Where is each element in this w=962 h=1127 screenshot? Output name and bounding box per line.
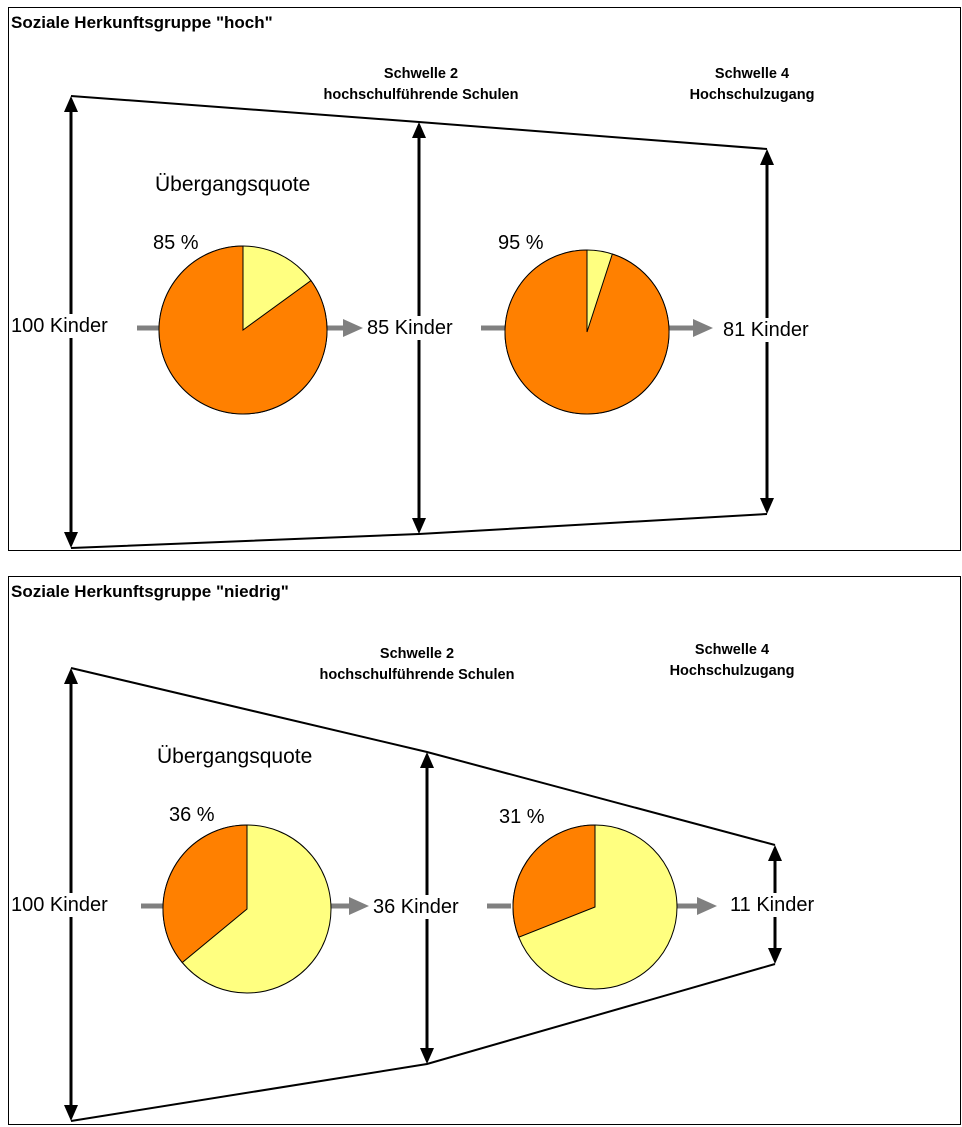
panel-high-origin: Soziale Herkunftsgruppe "hoch" Schwelle …	[8, 7, 961, 551]
funnel-bottom-line	[70, 963, 776, 1122]
pie-slice-transition	[512, 824, 596, 938]
flow-arrow-1	[137, 319, 363, 337]
pie-slice-transition	[504, 249, 670, 415]
threshold-2-label: Schwelle 2 hochschulführende Schulen	[324, 64, 519, 106]
pie-slice-transition	[162, 824, 248, 964]
threshold-4-title: Schwelle 4	[694, 642, 770, 658]
funnel-diagram	[64, 667, 782, 1122]
count-threshold4: 11 Kinder	[729, 893, 816, 917]
pie-1-percent-label: 85 %	[153, 232, 199, 254]
threshold-4-subtitle: Hochschulzugang	[669, 663, 795, 679]
pie-1-percent-label: 36 %	[169, 804, 215, 826]
threshold-4-label: Schwelle 4 Hochschulzugang	[690, 64, 815, 106]
pie-chart-threshold2	[162, 824, 332, 994]
threshold-4-title: Schwelle 4	[714, 66, 790, 82]
pie-chart-threshold4	[512, 824, 678, 990]
threshold-2-title: Schwelle 2	[383, 66, 459, 82]
panel-title: Soziale Herkunftsgruppe "niedrig"	[11, 582, 289, 601]
flow-arrow-2	[481, 319, 713, 337]
pie-chart-threshold2	[158, 245, 328, 415]
pie-2-percent-label: 31 %	[499, 806, 545, 828]
panel-low-origin: Soziale Herkunftsgruppe "niedrig" Schwel…	[8, 576, 961, 1125]
threshold-2-title: Schwelle 2	[379, 646, 455, 662]
transition-rate-label: Übergangsquote	[155, 173, 311, 196]
flow-arrow-1	[141, 897, 369, 915]
threshold-4-subtitle: Hochschulzugang	[689, 87, 815, 103]
funnel-diagram	[64, 95, 774, 549]
threshold-2-subtitle: hochschulführende Schulen	[319, 667, 515, 683]
panel-title: Soziale Herkunftsgruppe "hoch"	[11, 13, 273, 32]
threshold-4-label: Schwelle 4 Hochschulzugang	[670, 640, 795, 682]
transition-rate-label: Übergangsquote	[157, 745, 313, 768]
pie-2-percent-label: 95 %	[498, 232, 544, 254]
threshold-2-label: Schwelle 2 hochschulführende Schulen	[320, 644, 515, 686]
count-start: 100 Kinder	[10, 893, 109, 917]
threshold-2-subtitle: hochschulführende Schulen	[323, 87, 519, 103]
pie-chart-threshold4	[504, 249, 670, 415]
count-start: 100 Kinder	[10, 314, 109, 338]
count-threshold2: 85 Kinder	[366, 316, 454, 340]
pie-slice-transition	[158, 245, 328, 415]
count-threshold4: 81 Kinder	[722, 318, 810, 342]
count-threshold2: 36 Kinder	[372, 895, 460, 919]
